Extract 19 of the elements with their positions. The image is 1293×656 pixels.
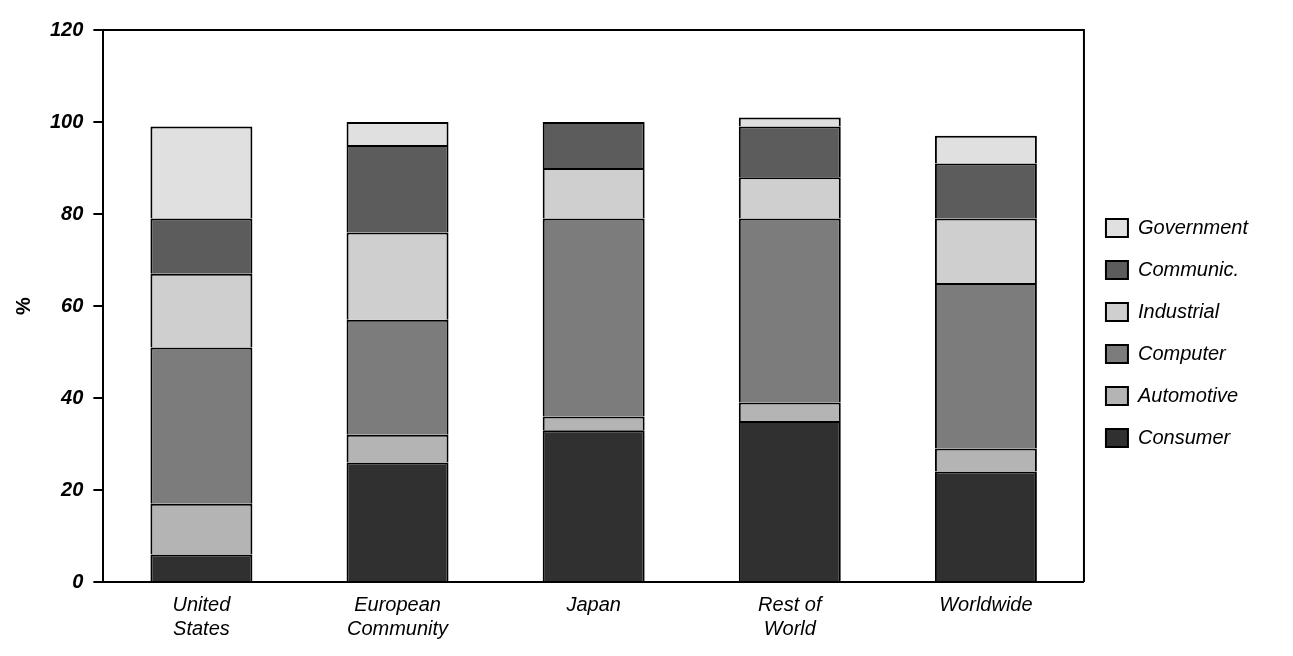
x-tick-label: Japan — [565, 592, 621, 615]
legend-label: Computer — [1137, 341, 1228, 364]
x-tick-label: Rest of World — [758, 592, 824, 639]
x-tick-label: Worldwide — [939, 592, 1033, 615]
y-tick-label: 20 — [60, 477, 84, 500]
legend-label: Automotive — [1136, 383, 1239, 406]
y-tick-label: 0 — [72, 569, 84, 592]
legend-label: Consumer — [1137, 425, 1232, 448]
x-tick-label: European Community — [346, 592, 450, 639]
y-tick-label: 40 — [60, 385, 84, 408]
legend-label: Industrial — [1137, 299, 1220, 322]
y-tick-label: 120 — [49, 17, 84, 40]
legend-label: Communic. — [1137, 257, 1240, 280]
x-tick-label: United States — [172, 592, 232, 639]
y-axis-title: % — [11, 296, 34, 315]
y-tick-label: 100 — [49, 109, 84, 132]
y-tick-label: 60 — [61, 293, 84, 316]
legend-label: Government — [1137, 215, 1250, 238]
y-tick-label: 80 — [61, 201, 84, 224]
